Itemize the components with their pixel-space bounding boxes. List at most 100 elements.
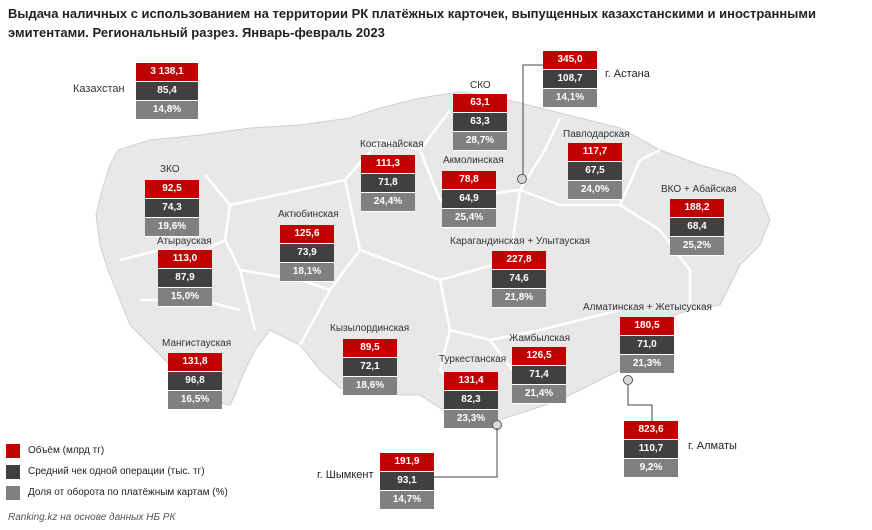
share-value: 14,1% <box>543 89 597 108</box>
region-box-akmola: 78,8 64,9 25,4% <box>442 171 496 228</box>
volume-value: 188,2 <box>670 199 724 218</box>
legend-swatch-avg-check <box>6 464 20 479</box>
share-value: 23,3% <box>444 410 498 429</box>
avg-check-value: 71,0 <box>620 336 674 355</box>
city-label-shymkent: г. Шымкент <box>317 469 374 481</box>
region-box-kostanay: 111,3 71,8 24,4% <box>361 155 415 212</box>
region-label-mangistau: Мангистауская <box>162 338 232 349</box>
region-box-turkestan: 131,4 82,3 23,3% <box>444 372 498 429</box>
legend-item-volume: Объём (млрд тг) <box>6 440 228 461</box>
volume-value: 191,9 <box>380 453 434 472</box>
volume-value: 227,8 <box>492 251 546 270</box>
legend: Объём (млрд тг) Средний чек одной операц… <box>6 440 228 503</box>
volume-value: 180,5 <box>620 317 674 336</box>
avg-check-value: 82,3 <box>444 391 498 410</box>
avg-check-value: 93,1 <box>380 472 434 491</box>
region-label-almaty-reg: Алматинская + Жетысуская <box>583 302 712 313</box>
share-value: 15,0% <box>158 288 212 307</box>
volume-value: 3 138,1 <box>136 63 198 82</box>
region-label-akmola: Акмолинская <box>443 155 504 166</box>
region-label-kazakhstan: Казахстан <box>73 83 125 95</box>
region-box-pavlodar: 117,7 67,5 24,0% <box>568 143 622 200</box>
region-label-sko: СКО <box>470 80 491 91</box>
share-value: 24,4% <box>361 193 415 212</box>
region-box-karaganda: 227,8 74,6 21,8% <box>492 251 546 308</box>
avg-check-value: 96,8 <box>168 372 222 391</box>
share-value: 24,0% <box>568 181 622 200</box>
share-value: 16,5% <box>168 391 222 410</box>
share-value: 14,7% <box>380 491 434 510</box>
astana-marker <box>517 174 527 184</box>
avg-check-value: 72,1 <box>343 358 397 377</box>
region-box-aktobe: 125,6 73,9 18,1% <box>280 225 334 282</box>
shymkent-leader-line <box>432 428 498 478</box>
avg-check-value: 68,4 <box>670 218 724 237</box>
region-label-zko: ЗКО <box>160 164 180 175</box>
region-box-vko: 188,2 68,4 25,2% <box>670 199 724 256</box>
avg-check-value: 74,6 <box>492 270 546 289</box>
region-label-vko: ВКО + Абайская <box>661 184 737 195</box>
avg-check-value: 74,3 <box>145 199 199 218</box>
avg-check-value: 73,9 <box>280 244 334 263</box>
region-box-shymkent: 191,9 93,1 14,7% <box>380 453 434 510</box>
region-box-mangistau: 131,8 96,8 16,5% <box>168 353 222 410</box>
avg-check-value: 63,3 <box>453 113 507 132</box>
avg-check-value: 71,8 <box>361 174 415 193</box>
region-box-kyzylorda: 89,5 72,1 18,6% <box>343 339 397 396</box>
share-value: 9,2% <box>624 459 678 478</box>
legend-swatch-share <box>6 485 20 500</box>
avg-check-value: 64,9 <box>442 190 496 209</box>
avg-check-value: 110,7 <box>624 440 678 459</box>
share-value: 14,8% <box>136 101 198 120</box>
region-box-astana: 345,0 108,7 14,1% <box>543 51 597 108</box>
legend-label-avg-check: Средний чек одной операции (тыс. тг) <box>28 466 205 477</box>
avg-check-value: 108,7 <box>543 70 597 89</box>
region-label-pavlodar: Павлодарская <box>563 129 630 140</box>
astana-leader-line <box>522 64 543 178</box>
region-box-sko: 63,1 63,3 28,7% <box>453 94 507 151</box>
region-label-atyrau: Атырауская <box>157 236 212 247</box>
volume-value: 89,5 <box>343 339 397 358</box>
share-value: 18,1% <box>280 263 334 282</box>
volume-value: 63,1 <box>453 94 507 113</box>
region-label-karaganda: Карагандинская + Улытауская <box>450 236 591 247</box>
avg-check-value: 87,9 <box>158 269 212 288</box>
legend-label-share: Доля от оборота по платёжным картам (%) <box>28 487 228 498</box>
region-box-almaty: 823,6 110,7 9,2% <box>624 421 678 478</box>
region-box-kazakhstan: 3 138,1 85,4 14,8% <box>136 63 198 120</box>
share-value: 18,6% <box>343 377 397 396</box>
avg-check-value: 85,4 <box>136 82 198 101</box>
share-value: 21,8% <box>492 289 546 308</box>
city-label-almaty: г. Алматы <box>688 440 737 452</box>
region-box-atyrau: 113,0 87,9 15,0% <box>158 250 212 307</box>
share-value: 21,4% <box>512 385 566 404</box>
volume-value: 131,4 <box>444 372 498 391</box>
avg-check-value: 67,5 <box>568 162 622 181</box>
source-note: Ranking.kz на основе данных НБ РК <box>8 512 176 523</box>
share-value: 25,2% <box>670 237 724 256</box>
volume-value: 117,7 <box>568 143 622 162</box>
volume-value: 78,8 <box>442 171 496 190</box>
volume-value: 125,6 <box>280 225 334 244</box>
legend-label-volume: Объём (млрд тг) <box>28 445 105 456</box>
share-value: 25,4% <box>442 209 496 228</box>
region-box-almaty-reg: 180,5 71,0 21,3% <box>620 317 674 374</box>
region-label-aktobe: Актюбинская <box>278 209 339 220</box>
avg-check-value: 71,4 <box>512 366 566 385</box>
region-box-zko: 92,5 74,3 19,6% <box>145 180 199 237</box>
region-box-zhambyl: 126,5 71,4 21,4% <box>512 347 566 404</box>
share-value: 19,6% <box>145 218 199 237</box>
volume-value: 92,5 <box>145 180 199 199</box>
share-value: 28,7% <box>453 132 507 151</box>
legend-item-share: Доля от оборота по платёжным картам (%) <box>6 482 228 503</box>
share-value: 21,3% <box>620 355 674 374</box>
region-label-kyzylorda: Кызылординская <box>330 323 410 334</box>
volume-value: 131,8 <box>168 353 222 372</box>
region-label-zhambyl: Жамбылская <box>509 333 570 344</box>
region-label-kostanay: Костанайская <box>360 139 424 150</box>
volume-value: 126,5 <box>512 347 566 366</box>
legend-swatch-volume <box>6 443 20 458</box>
volume-value: 345,0 <box>543 51 597 70</box>
almaty-leader-line <box>627 385 653 422</box>
chart-title: Выдача наличных с использованием на терр… <box>8 6 816 40</box>
